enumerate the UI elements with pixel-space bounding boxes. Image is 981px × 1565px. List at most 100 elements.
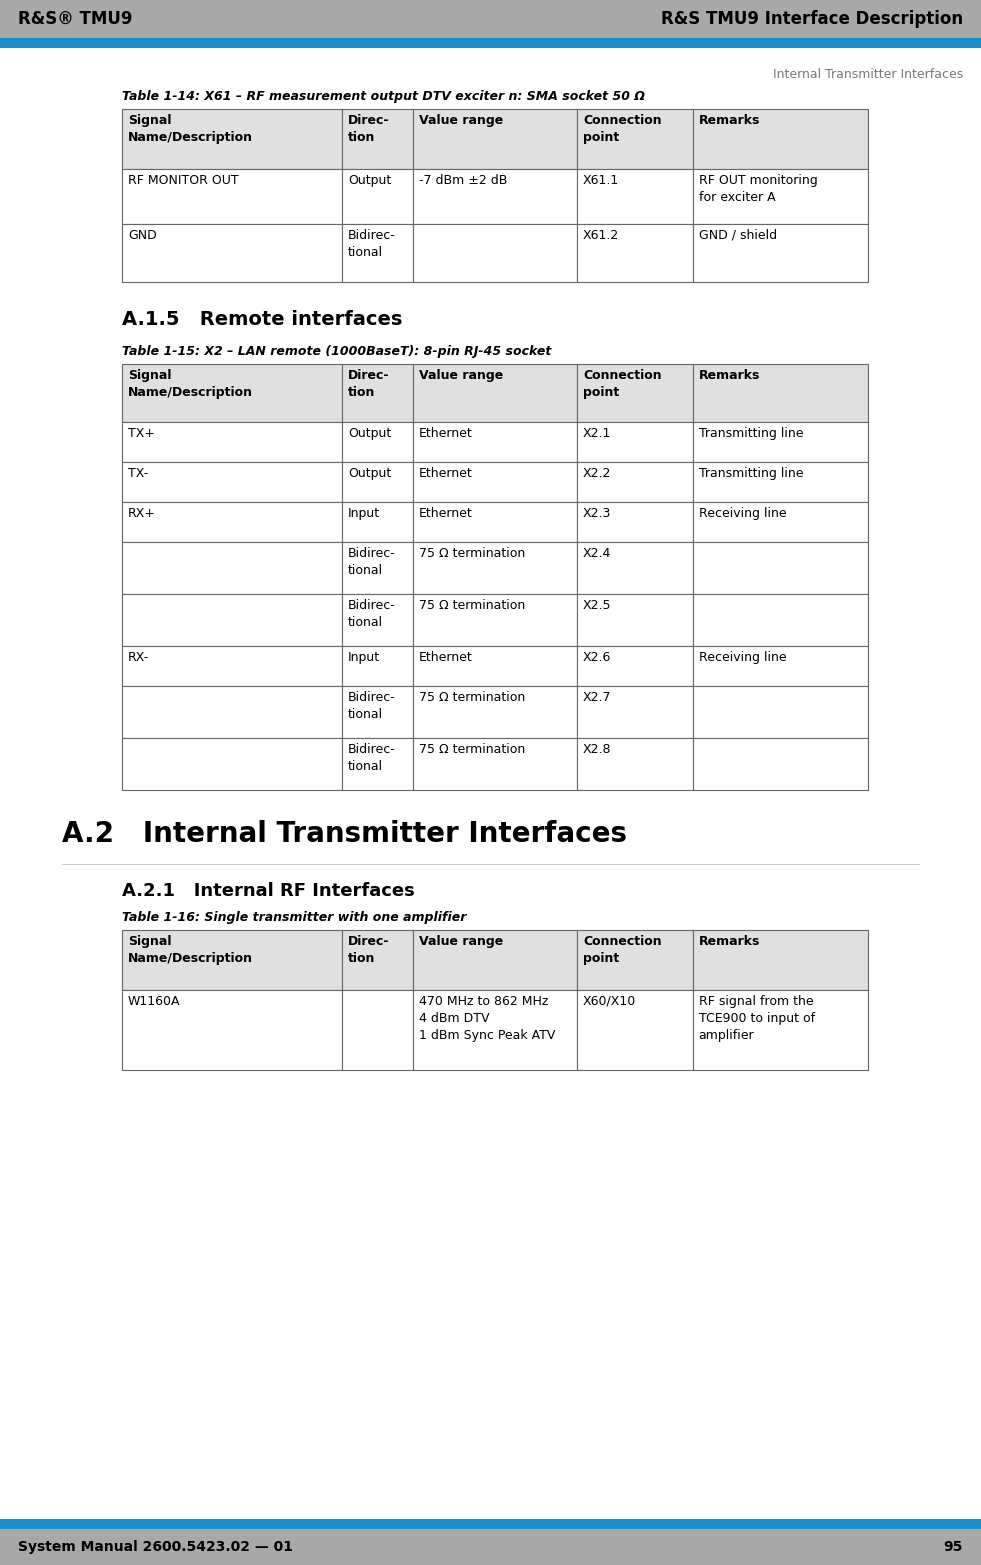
- Bar: [342, 991, 413, 1070]
- Bar: [122, 595, 342, 646]
- Bar: [413, 502, 577, 541]
- Bar: [413, 739, 577, 790]
- Text: GND: GND: [128, 228, 157, 243]
- Text: Connection
point: Connection point: [583, 369, 662, 399]
- Text: X2.8: X2.8: [583, 743, 611, 756]
- Text: A.2.1   Internal RF Interfaces: A.2.1 Internal RF Interfaces: [122, 883, 415, 900]
- Text: 75 Ω termination: 75 Ω termination: [419, 548, 525, 560]
- Bar: [122, 365, 342, 423]
- Bar: [577, 930, 693, 991]
- Bar: [693, 224, 868, 282]
- Bar: [122, 462, 342, 502]
- Bar: [413, 224, 577, 282]
- Bar: [122, 930, 342, 991]
- Text: X61.2: X61.2: [583, 228, 619, 243]
- Text: Receiving line: Receiving line: [698, 507, 787, 520]
- Bar: [413, 646, 577, 685]
- Bar: [0, 38, 981, 49]
- Bar: [413, 595, 577, 646]
- Text: Input: Input: [348, 507, 381, 520]
- Bar: [122, 502, 342, 541]
- Bar: [693, 365, 868, 423]
- Text: Value range: Value range: [419, 114, 503, 127]
- Text: 75 Ω termination: 75 Ω termination: [419, 599, 525, 612]
- Bar: [577, 646, 693, 685]
- Bar: [693, 991, 868, 1070]
- Text: R&S TMU9 Interface Description: R&S TMU9 Interface Description: [661, 9, 963, 28]
- Text: Internal Transmitter Interfaces: Internal Transmitter Interfaces: [773, 67, 963, 81]
- Bar: [577, 541, 693, 595]
- Bar: [577, 224, 693, 282]
- Text: X2.4: X2.4: [583, 548, 611, 560]
- Text: RX-: RX-: [128, 651, 149, 664]
- Text: Bidirec-
tional: Bidirec- tional: [348, 692, 395, 721]
- Bar: [693, 423, 868, 462]
- Text: Remarks: Remarks: [698, 369, 760, 382]
- Text: RX+: RX+: [128, 507, 156, 520]
- Bar: [693, 930, 868, 991]
- Bar: [342, 169, 413, 224]
- Text: 470 MHz to 862 MHz
4 dBm DTV
1 dBm Sync Peak ATV: 470 MHz to 862 MHz 4 dBm DTV 1 dBm Sync …: [419, 995, 555, 1042]
- Text: Signal
Name/Description: Signal Name/Description: [128, 114, 253, 144]
- Bar: [693, 462, 868, 502]
- Text: Bidirec-
tional: Bidirec- tional: [348, 599, 395, 629]
- Text: Direc-
tion: Direc- tion: [348, 114, 389, 144]
- Text: -7 dBm ±2 dB: -7 dBm ±2 dB: [419, 174, 507, 186]
- Bar: [577, 365, 693, 423]
- Bar: [413, 541, 577, 595]
- Text: Direc-
tion: Direc- tion: [348, 934, 389, 966]
- Bar: [342, 224, 413, 282]
- Text: 75 Ω termination: 75 Ω termination: [419, 743, 525, 756]
- Bar: [693, 541, 868, 595]
- Text: GND / shield: GND / shield: [698, 228, 777, 243]
- Bar: [577, 462, 693, 502]
- Text: Table 1-14: X61 – RF measurement output DTV exciter n: SMA socket 50 Ω: Table 1-14: X61 – RF measurement output …: [122, 91, 645, 103]
- Text: Ethernet: Ethernet: [419, 466, 473, 480]
- Bar: [122, 110, 342, 169]
- Bar: [693, 110, 868, 169]
- Bar: [0, 0, 981, 38]
- Text: 75 Ω termination: 75 Ω termination: [419, 692, 525, 704]
- Bar: [342, 423, 413, 462]
- Text: X2.7: X2.7: [583, 692, 611, 704]
- Text: X2.6: X2.6: [583, 651, 611, 664]
- Bar: [577, 169, 693, 224]
- Bar: [342, 502, 413, 541]
- Text: 95: 95: [944, 1540, 963, 1554]
- Text: Table 1-15: X2 – LAN remote (1000BaseT): 8-pin RJ-45 socket: Table 1-15: X2 – LAN remote (1000BaseT):…: [122, 344, 551, 358]
- Text: RF OUT monitoring
for exciter A: RF OUT monitoring for exciter A: [698, 174, 817, 203]
- Bar: [693, 502, 868, 541]
- Text: Input: Input: [348, 651, 381, 664]
- Text: Receiving line: Receiving line: [698, 651, 787, 664]
- Bar: [413, 685, 577, 739]
- Bar: [577, 595, 693, 646]
- Text: A.1.5   Remote interfaces: A.1.5 Remote interfaces: [122, 310, 402, 329]
- Bar: [413, 169, 577, 224]
- Bar: [413, 365, 577, 423]
- Text: Connection
point: Connection point: [583, 934, 662, 966]
- Text: W1160A: W1160A: [128, 995, 181, 1008]
- Text: Remarks: Remarks: [698, 934, 760, 948]
- Bar: [413, 930, 577, 991]
- Bar: [122, 169, 342, 224]
- Text: X61.1: X61.1: [583, 174, 619, 186]
- Text: Signal
Name/Description: Signal Name/Description: [128, 369, 253, 399]
- Text: Output: Output: [348, 427, 391, 440]
- Bar: [122, 739, 342, 790]
- Text: Table 1-16: Single transmitter with one amplifier: Table 1-16: Single transmitter with one …: [122, 911, 466, 923]
- Text: A.2   Internal Transmitter Interfaces: A.2 Internal Transmitter Interfaces: [62, 820, 627, 848]
- Bar: [693, 685, 868, 739]
- Text: Ethernet: Ethernet: [419, 507, 473, 520]
- Bar: [122, 541, 342, 595]
- Text: X2.3: X2.3: [583, 507, 611, 520]
- Text: RF signal from the
TCE900 to input of
amplifier: RF signal from the TCE900 to input of am…: [698, 995, 815, 1042]
- Bar: [413, 991, 577, 1070]
- Text: Bidirec-
tional: Bidirec- tional: [348, 228, 395, 258]
- Bar: [342, 685, 413, 739]
- Bar: [342, 646, 413, 685]
- Bar: [693, 169, 868, 224]
- Bar: [577, 739, 693, 790]
- Text: Output: Output: [348, 174, 391, 186]
- Bar: [693, 646, 868, 685]
- Text: Transmitting line: Transmitting line: [698, 466, 803, 480]
